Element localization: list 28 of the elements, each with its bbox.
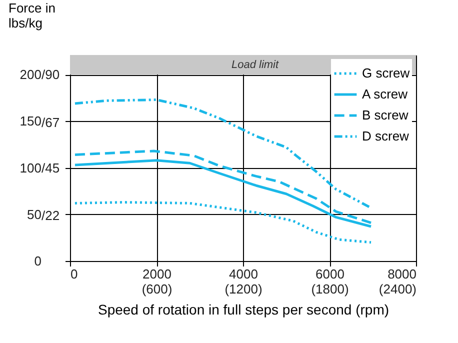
line-series <box>74 150 372 224</box>
x-tick-label: 0 <box>70 266 78 282</box>
y2-tick-label: /45 <box>42 160 60 176</box>
y2-tick-label: /22 <box>42 208 60 223</box>
line-series <box>74 98 372 210</box>
y2-tick-label: /90 <box>42 67 60 82</box>
y-tick-label: 50 <box>27 206 42 222</box>
x2-tick-label: (600) <box>142 282 172 296</box>
x-tick-label: 6000 <box>316 266 344 282</box>
x-tick-label: 2000 <box>142 266 172 282</box>
band-label: Load limit <box>231 58 280 71</box>
y-tick-label: 100 <box>20 160 42 176</box>
y2-tick-label: /67 <box>42 114 60 130</box>
legend-label: B screw <box>362 108 409 122</box>
x2-tick-label: (2400) <box>378 282 416 296</box>
y-tick-label: 150 <box>20 114 42 129</box>
x2-tick-label: (1800) <box>311 282 349 296</box>
x2-tick-label: (1200) <box>224 282 262 296</box>
x-tick-label: 4000 <box>229 266 258 282</box>
legend-label: D screw <box>362 128 410 144</box>
x-tick-label: 8000 <box>388 266 416 282</box>
y-tick-label: 200 <box>20 67 42 82</box>
y-tick-label: 0 <box>34 254 42 268</box>
x-axis-title: Speed of rotation in full steps per second (rpm) <box>98 302 390 318</box>
legend-label: G screw <box>362 66 410 80</box>
legend-label: A screw <box>362 86 408 102</box>
line-series <box>74 201 372 244</box>
y-axis-title: Force in lbs/kg <box>8 0 56 30</box>
